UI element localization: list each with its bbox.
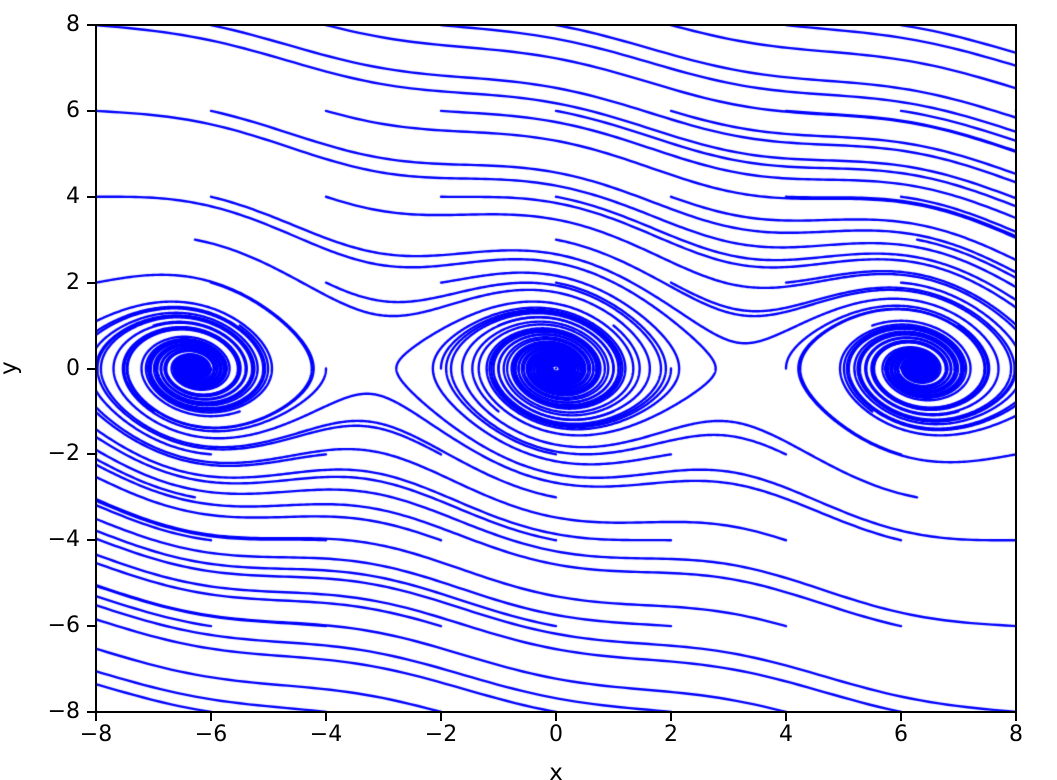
x-tick-label: 0 [549, 722, 563, 747]
x-tick-mark [325, 713, 327, 721]
x-tick-label: −6 [194, 722, 228, 747]
trajectories-canvas [96, 25, 1016, 712]
y-tick-mark [87, 539, 95, 542]
y-tick-mark [87, 453, 95, 456]
y-axis-label: y [0, 361, 22, 375]
y-tick-label: 0 [66, 355, 80, 381]
y-tick-mark [87, 625, 95, 628]
y-tick-label: 4 [66, 183, 80, 209]
x-tick-label: −2 [424, 722, 458, 747]
y-tick-mark [87, 195, 95, 198]
y-tick-label: −8 [47, 699, 80, 724]
x-tick-label: 4 [779, 722, 793, 747]
y-tick-mark [87, 281, 95, 284]
x-tick-mark [670, 713, 672, 721]
x-tick-mark [440, 713, 442, 721]
x-tick-mark [900, 713, 902, 721]
y-tick-label: 2 [66, 269, 80, 295]
x-tick-label: 8 [1009, 722, 1023, 747]
x-tick-mark [210, 713, 212, 721]
x-tick-mark [785, 713, 787, 721]
y-tick-label: 6 [66, 97, 80, 123]
x-axis-label: x [549, 760, 563, 780]
y-tick-label: 8 [66, 12, 80, 37]
y-tick-mark [87, 367, 95, 370]
x-tick-label: −4 [309, 722, 343, 747]
y-tick-mark [87, 109, 95, 112]
x-tick-label: −8 [79, 722, 113, 747]
x-tick-mark [95, 713, 97, 721]
x-tick-mark [555, 713, 557, 721]
x-tick-label: 6 [894, 722, 908, 747]
y-tick-mark [87, 711, 95, 713]
y-tick-mark [87, 24, 95, 26]
x-tick-label: 2 [664, 722, 678, 747]
y-tick-label: −6 [47, 613, 80, 639]
y-tick-label: −4 [47, 527, 80, 553]
x-tick-mark [1015, 713, 1017, 721]
y-tick-label: −2 [47, 441, 80, 467]
